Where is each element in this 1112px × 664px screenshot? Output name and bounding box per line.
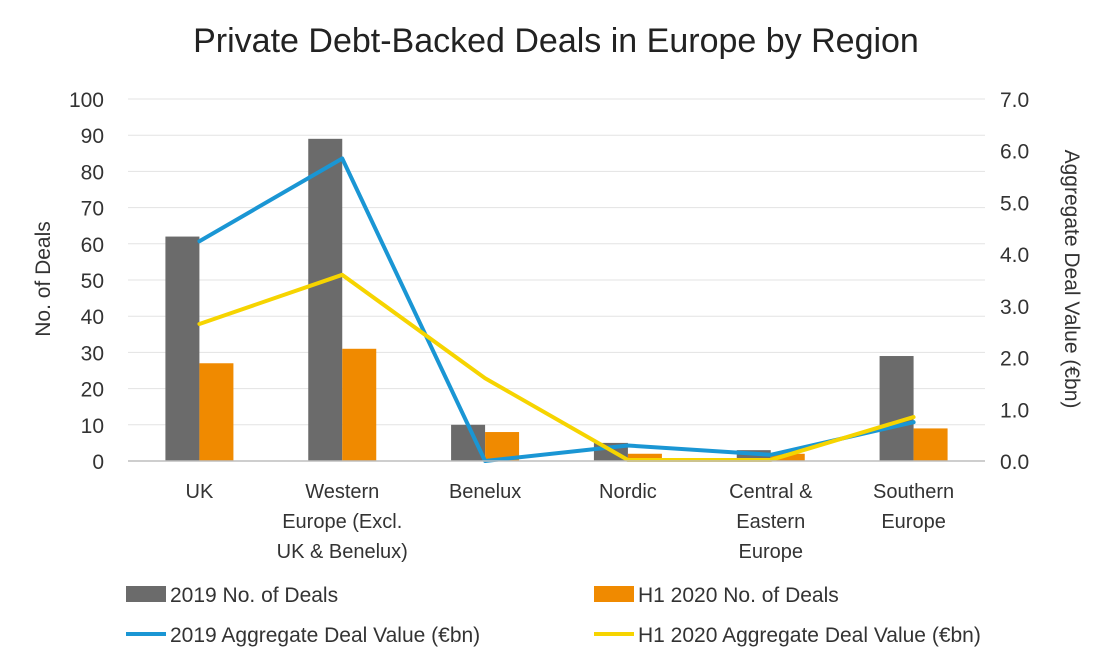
left-axis-ticks: 0 10 20 30 40 50 60 70 80 90 100 [69, 89, 104, 474]
bar-h1-2020-3 [627, 453, 662, 461]
y-tick-label: 100 [69, 89, 104, 112]
y2-tick-label: 1.0 [1000, 399, 1029, 422]
y-tick-label: 10 [81, 415, 104, 438]
legend-item: H1 2020 No. of Deals [594, 584, 839, 607]
y2-tick-label: 2.0 [1000, 348, 1029, 371]
y2-tick-label: 0.0 [1000, 451, 1029, 474]
bar-h1-2020-4 [770, 453, 805, 461]
legend-label: H1 2020 No. of Deals [638, 584, 839, 607]
bar-2019-1 [308, 138, 343, 461]
bar-h1-2020-1 [342, 348, 377, 461]
legend-label: H1 2020 Aggregate Deal Value (€bn) [638, 624, 981, 647]
y-tick-label: 90 [81, 125, 104, 148]
x-tick-label: Central & Eastern Europe [729, 481, 813, 563]
bar-2019-2 [451, 424, 486, 461]
y-tick-label: 50 [81, 270, 104, 293]
bars [165, 138, 948, 461]
y-tick-label: 40 [81, 306, 104, 329]
bar-h1-2020-5 [913, 428, 948, 461]
y2-tick-label: 5.0 [1000, 192, 1029, 215]
x-tick-label: Western Europe (Excl. UK & Benelux) [277, 481, 408, 563]
bar-2019-0 [165, 236, 200, 461]
chart-title: Private Debt-Backed Deals in Europe by R… [193, 22, 919, 60]
y2-tick-label: 7.0 [1000, 89, 1029, 112]
y2-axis-title: Aggregate Deal Value (€bn) [1060, 150, 1083, 409]
legend-label: 2019 No. of Deals [170, 584, 338, 607]
legend-item: H1 2020 Aggregate Deal Value (€bn) [594, 624, 981, 647]
y-axis-title: No. of Deals [32, 221, 55, 337]
y-tick-label: 80 [81, 161, 104, 184]
bar-h1-2020-0 [199, 363, 234, 461]
legend-item: 2019 Aggregate Deal Value (€bn) [126, 624, 480, 647]
x-axis-labels: UK Western Europe (Excl. UK & Benelux) Benel… [186, 481, 955, 563]
series-lines [197, 156, 916, 463]
x-tick-label: Southern Europe [873, 481, 954, 533]
y-tick-label: 70 [81, 198, 104, 221]
x-tick-label: Nordic [599, 481, 657, 503]
y-tick-label: 30 [81, 342, 104, 365]
line-2019-value [197, 156, 916, 463]
legend-label: 2019 Aggregate Deal Value (€bn) [170, 624, 480, 647]
y-tick-label: 20 [81, 379, 104, 402]
y2-tick-label: 3.0 [1000, 296, 1029, 319]
legend-item: 2019 No. of Deals [126, 584, 338, 607]
y2-tick-label: 6.0 [1000, 141, 1029, 164]
x-tick-label: UK [186, 481, 214, 503]
x-tick-label: Benelux [449, 481, 521, 503]
gridlines [128, 98, 985, 426]
right-axis-ticks: 0.0 1.0 2.0 3.0 4.0 5.0 6.0 7.0 [1000, 89, 1029, 474]
legend-swatch [594, 586, 634, 602]
y-tick-label: 60 [81, 234, 104, 257]
y-tick-label: 0 [92, 451, 104, 474]
bar-2019-5 [879, 356, 914, 461]
y2-tick-label: 4.0 [1000, 244, 1029, 267]
line-h1-2020-value [197, 272, 916, 462]
legend: 2019 No. of Deals H1 2020 No. of Deals 201… [126, 584, 981, 647]
legend-swatch [126, 586, 166, 602]
